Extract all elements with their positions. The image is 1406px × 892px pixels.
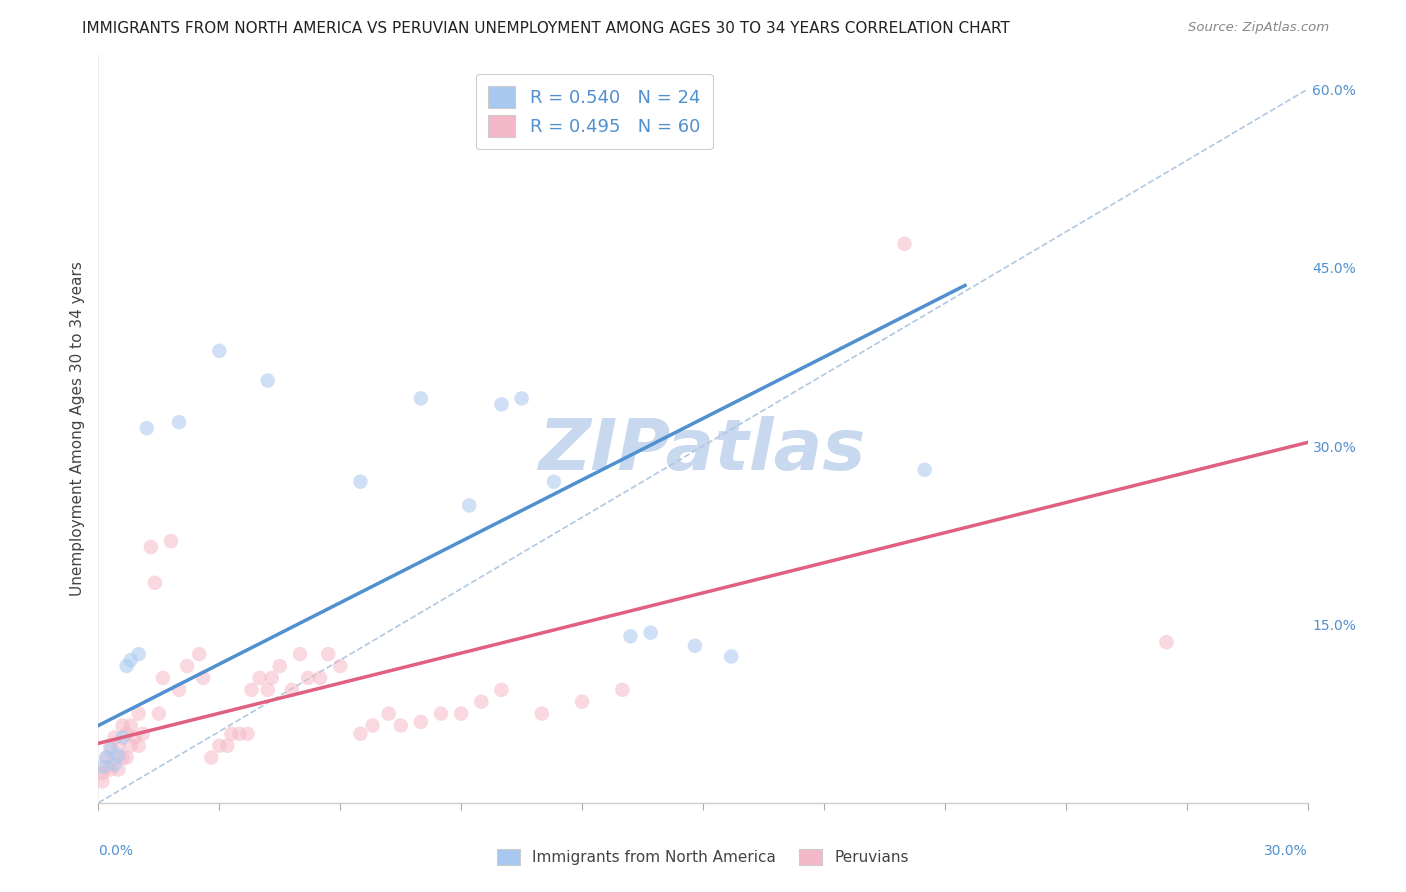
Point <box>389 718 412 732</box>
Point <box>111 750 134 764</box>
Point <box>100 763 122 777</box>
Point <box>281 682 304 697</box>
Point <box>228 727 250 741</box>
Point <box>619 629 641 643</box>
Point <box>309 671 332 685</box>
Point <box>103 731 125 745</box>
Text: ZIPatlas: ZIPatlas <box>540 417 866 485</box>
Point <box>571 695 593 709</box>
Point <box>236 727 259 741</box>
Point <box>107 763 129 777</box>
Point <box>160 534 183 549</box>
Point <box>124 731 146 745</box>
Point <box>269 659 291 673</box>
Point <box>1156 635 1178 649</box>
Text: 0.0%: 0.0% <box>98 844 134 858</box>
Point <box>100 739 122 753</box>
Point <box>297 671 319 685</box>
Point <box>115 659 138 673</box>
Point <box>256 682 278 697</box>
Point <box>612 682 634 697</box>
Point <box>135 421 157 435</box>
Point <box>240 682 263 697</box>
Point <box>491 397 513 411</box>
Point <box>96 760 118 774</box>
Point <box>91 760 114 774</box>
Point <box>200 750 222 764</box>
Point <box>349 727 371 741</box>
Point <box>96 750 118 764</box>
Point <box>377 706 399 721</box>
Point <box>720 649 742 664</box>
Text: Source: ZipAtlas.com: Source: ZipAtlas.com <box>1188 21 1329 34</box>
Point <box>96 750 118 764</box>
Point <box>288 647 311 661</box>
Point <box>430 706 453 721</box>
Y-axis label: Unemployment Among Ages 30 to 34 years: Unemployment Among Ages 30 to 34 years <box>69 260 84 596</box>
Point <box>329 659 352 673</box>
Point <box>111 731 134 745</box>
Point <box>111 718 134 732</box>
Point <box>914 463 936 477</box>
Point <box>188 647 211 661</box>
Point <box>107 739 129 753</box>
Point <box>683 639 706 653</box>
Point <box>470 695 492 709</box>
Text: 30.0%: 30.0% <box>1264 844 1308 858</box>
Point <box>91 766 114 780</box>
Legend: R = 0.540   N = 24, R = 0.495   N = 60: R = 0.540 N = 24, R = 0.495 N = 60 <box>475 74 713 150</box>
Point <box>128 647 150 661</box>
Point <box>217 739 239 753</box>
Point <box>120 653 142 667</box>
Point <box>409 392 432 406</box>
Point <box>543 475 565 489</box>
Point <box>167 682 190 697</box>
Point <box>148 706 170 721</box>
Point <box>100 742 122 756</box>
Point <box>139 540 162 554</box>
Legend: Immigrants from North America, Peruvians: Immigrants from North America, Peruvians <box>491 843 915 871</box>
Point <box>361 718 384 732</box>
Point <box>349 475 371 489</box>
Point <box>107 748 129 763</box>
Point <box>120 718 142 732</box>
Point <box>316 647 339 661</box>
Point <box>409 714 432 729</box>
Point <box>132 727 155 741</box>
Point <box>256 374 278 388</box>
Point <box>458 499 481 513</box>
Point <box>208 343 231 358</box>
Point <box>176 659 198 673</box>
Point <box>115 727 138 741</box>
Point <box>103 757 125 772</box>
Point <box>260 671 283 685</box>
Point <box>91 774 114 789</box>
Point <box>530 706 553 721</box>
Point <box>221 727 243 741</box>
Point <box>249 671 271 685</box>
Point <box>510 392 533 406</box>
Point <box>893 236 915 251</box>
Point <box>128 706 150 721</box>
Point <box>167 415 190 429</box>
Point <box>103 750 125 764</box>
Point <box>115 750 138 764</box>
Point <box>143 575 166 590</box>
Point <box>640 625 662 640</box>
Point <box>193 671 215 685</box>
Point <box>491 682 513 697</box>
Point <box>152 671 174 685</box>
Point <box>128 739 150 753</box>
Point <box>120 739 142 753</box>
Point <box>450 706 472 721</box>
Text: IMMIGRANTS FROM NORTH AMERICA VS PERUVIAN UNEMPLOYMENT AMONG AGES 30 TO 34 YEARS: IMMIGRANTS FROM NORTH AMERICA VS PERUVIA… <box>82 21 1010 36</box>
Point <box>208 739 231 753</box>
